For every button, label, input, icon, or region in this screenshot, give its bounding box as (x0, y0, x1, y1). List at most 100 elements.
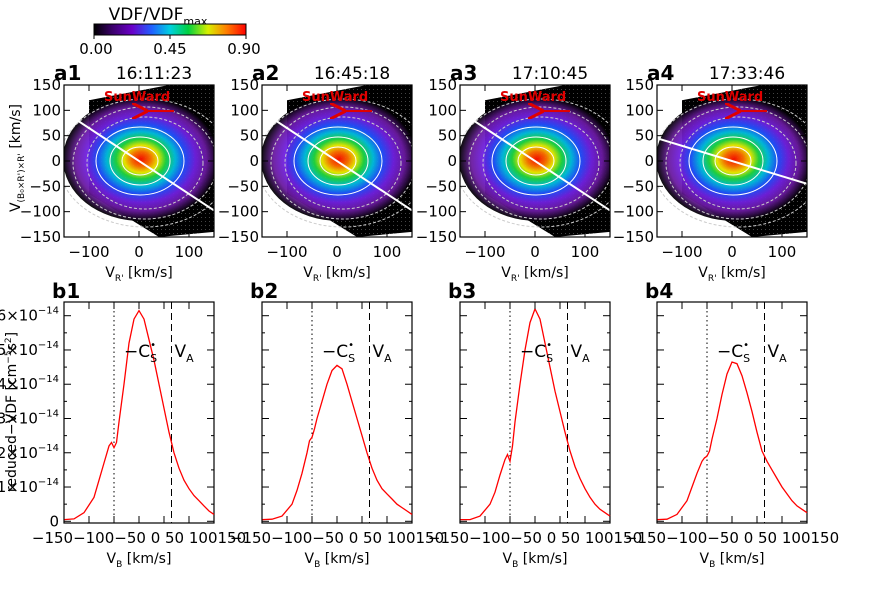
vdf-ytick-a4: −150 (613, 228, 654, 246)
reduced-vdf-curve-b1 (63, 309, 215, 521)
panel-time-a4: 17:33:46 (709, 64, 785, 84)
reduced-vdf-panel-b3: −CS• VA −150−100−50 0 50 100150 VB [km/s] b3 (428, 279, 642, 570)
vdf-xtick-a2: −100 (266, 243, 307, 261)
vdf-xtick-a3: 100 (571, 243, 600, 261)
vdf-core-a2 (262, 97, 412, 221)
panel-time-a2: 16:45:18 (314, 64, 390, 84)
sunward-label-a3: SunWard (500, 90, 566, 105)
vdf-ytick-a2: 100 (230, 101, 259, 119)
reduced-vdf-ytick: 1×10−14 (0, 477, 59, 496)
cs-label-b1: −CS• (124, 340, 157, 365)
vdf-ytick-a1: 0 (51, 152, 61, 170)
vdf-xtick-a1: 100 (175, 243, 204, 261)
panel-time-a1: 16:11:23 (116, 64, 192, 84)
sunward-label-a2: SunWard (302, 90, 368, 105)
reduced-vdf-xticks-b4: −150−100−50 0 50 100150 (625, 529, 839, 547)
vdf-xtick-a4: 100 (768, 243, 797, 261)
field-line-a1 (64, 110, 214, 212)
vdf-contour-a3-2 (491, 126, 581, 196)
reduced-vdf-xlabel-b1: VB [km/s] (107, 551, 172, 570)
colorbar: VDF/VDFmax 0.00 0.45 0.90 (79, 5, 260, 58)
vdf-ytick-a1: 150 (32, 76, 61, 94)
vdf-core-a3 (460, 97, 610, 221)
vdf-ytick-a1: −150 (20, 228, 61, 246)
reduced-vdf-xlabel-b2: VB [km/s] (305, 551, 370, 570)
vdf-ytick-a1: −50 (29, 177, 61, 195)
cs-label-b3: −CS• (520, 340, 553, 365)
panel-label-b4: b4 (645, 279, 673, 303)
reduced-vdf-curve-b3 (460, 307, 611, 521)
vdf-ytick-a4: 100 (625, 101, 654, 119)
vdf-contour-a3-0 (517, 146, 555, 176)
panel-label-a3: a3 (450, 61, 477, 85)
vdf-ytick-a3: 150 (428, 76, 457, 94)
vdf-ytick-a2: 0 (249, 152, 259, 170)
reduced-vdf-ytick: 4×10−14 (0, 374, 59, 393)
vdf-ytick-a3: 0 (447, 152, 457, 170)
reduced-vdf-frame-b3 (459, 301, 611, 524)
vdf-ytick-a4: −50 (622, 177, 654, 195)
vdf-ytick-a2: −100 (218, 203, 259, 221)
vdf-xtick-a4: −100 (661, 243, 702, 261)
panel-time-a3: 17:10:45 (512, 64, 588, 84)
vdf-contour-a4-0 (714, 146, 752, 176)
vdf-xtick-a2: 0 (332, 243, 342, 261)
reduced-vdf-curve-b4 (656, 361, 808, 521)
vdf-ytick-a4: 150 (625, 76, 654, 94)
reduced-vdf-ytick: 0 (49, 512, 59, 530)
reduced-vdf-ytick: 6×10−14 (0, 306, 59, 325)
vdf-contour-a4-1 (702, 136, 764, 186)
vdf-contour-a1-0 (121, 146, 159, 176)
vdf-ytick-a4: −100 (613, 203, 654, 221)
vdf-xlabel-a1: VR' [km/s] (105, 265, 172, 284)
sunward-label-a1: SunWard (104, 90, 170, 105)
vdf-contour-a1-2 (95, 126, 185, 196)
vdf-ytick-a3: 50 (438, 127, 457, 145)
vdf-ytick-a2: −50 (227, 177, 259, 195)
reduced-vdf-xlabel-b4: VB [km/s] (700, 551, 765, 570)
colorbar-strip (93, 23, 247, 36)
panel-label-b2: b2 (250, 279, 278, 303)
vdf-ytick-a3: −50 (425, 177, 457, 195)
reduced-vdf-ytick: 5×10−14 (0, 340, 59, 359)
cs-label-b4: −CS• (717, 340, 750, 365)
va-label-b4: VA (768, 342, 788, 365)
vdf-ytick-a4: 0 (644, 152, 654, 170)
reduced-vdf-xlabel-b3: VB [km/s] (503, 551, 568, 570)
vdf-xtick-a1: 0 (134, 243, 144, 261)
va-label-b3: VA (571, 342, 591, 365)
vdf-ytick-a1: 100 (32, 101, 61, 119)
panel-label-b3: b3 (448, 279, 476, 303)
vdf-xtick-a2: 100 (373, 243, 402, 261)
vdf-contour-a2-0 (319, 146, 357, 176)
va-label-b1: VA (175, 342, 195, 365)
reduced-vdf-panel-b4: −CS• VA −150−100−50 0 50 100150 VB [km/s] b4 (625, 279, 839, 570)
panel-label-a1: a1 (54, 61, 81, 85)
reduced-vdf-panel-b1: −CS• VA 6×10−14 5×10−14 4×10−14 3×10−14 2×10−1… (0, 279, 246, 570)
vdf-xlabel-a3: VR' [km/s] (501, 265, 568, 284)
colorbar-tick-min: 0.00 (79, 40, 112, 58)
field-line-a4 (657, 137, 807, 185)
reduced-vdf-xticks-b2: −150−100−50 0 50 100150 (230, 529, 444, 547)
vdf-ytick-a3: 100 (428, 101, 457, 119)
reduced-vdf-ytick: 3×10−14 (0, 408, 59, 427)
top-ylabel: V(B₀×R')×R' [km/s] (8, 104, 27, 212)
vdf-xtick-a4: 0 (727, 243, 737, 261)
reduced-vdf-curve-b2 (261, 364, 413, 521)
vdf-contour-a3-1 (505, 136, 567, 186)
vdf-ytick-a4: 50 (635, 127, 654, 145)
reduced-vdf-xticks-b1: −150−100−50 0 50 100150 (32, 529, 246, 547)
field-line-a3 (460, 110, 610, 212)
reduced-vdf-xticks-b3: −150−100−50 0 50 100150 (428, 529, 642, 547)
vdf-xtick-a3: 0 (530, 243, 540, 261)
vdf-xtick-a3: −100 (464, 243, 505, 261)
vdf-contour-a2-2 (293, 126, 383, 196)
vdf-xlabel-a4: VR' [km/s] (698, 265, 765, 284)
vdf-contour-a1-1 (109, 136, 171, 186)
